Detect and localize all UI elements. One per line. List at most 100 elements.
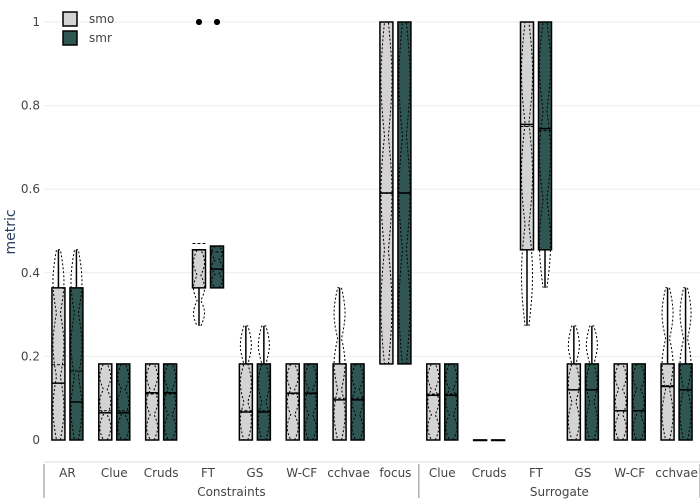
- box-smr-w-cf[interactable]: [303, 363, 318, 441]
- distribution-outline: [286, 363, 299, 441]
- box-smo-ft[interactable]: [191, 19, 207, 327]
- box-smr-cchvae[interactable]: [350, 363, 365, 441]
- distribution-outline: [164, 363, 177, 441]
- distribution-outline: [99, 363, 112, 441]
- box-smo-clue[interactable]: [98, 363, 113, 441]
- box-smr-gs[interactable]: [584, 325, 600, 441]
- x-tick-label: AR: [59, 466, 76, 480]
- x-tick-label: Cruds: [144, 466, 179, 480]
- legend-label: smo: [89, 12, 114, 26]
- box-body[interactable]: [98, 363, 113, 441]
- distribution-outline: [333, 287, 346, 441]
- distribution-outline: [117, 363, 130, 441]
- x-tick-label: Clue: [429, 466, 456, 480]
- outlier-point[interactable]: [196, 19, 202, 25]
- box-smr-clue[interactable]: [444, 363, 459, 441]
- y-tick-label: 0: [32, 433, 40, 447]
- box-body[interactable]: [444, 363, 459, 441]
- box-smo-cchvae[interactable]: [332, 287, 347, 441]
- box-smr-ft[interactable]: [537, 21, 553, 288]
- x-tick-label: cchvae: [655, 466, 698, 480]
- distribution-outline: [538, 21, 552, 288]
- distribution-outline: [351, 363, 364, 441]
- distribution-outline: [520, 21, 534, 326]
- box-body[interactable]: [613, 363, 628, 441]
- box-body[interactable]: [116, 363, 131, 441]
- box-body[interactable]: [162, 363, 178, 441]
- box-smr-ft[interactable]: [209, 19, 225, 289]
- box-smo-gs[interactable]: [238, 325, 254, 441]
- box-body[interactable]: [426, 363, 441, 441]
- y-tick-label: 0.2: [21, 349, 40, 363]
- distribution-outline: [146, 363, 159, 441]
- box-body[interactable]: [209, 245, 225, 289]
- x-tick-label: W-CF: [614, 466, 645, 480]
- distribution-outline: [632, 363, 645, 441]
- box-smo-ft[interactable]: [519, 21, 535, 326]
- distribution-outline: [52, 249, 65, 441]
- box-smo-focus[interactable]: [379, 21, 394, 365]
- box-smr-cruds[interactable]: [162, 363, 178, 441]
- distribution-outline: [445, 363, 458, 441]
- box-body[interactable]: [238, 363, 254, 441]
- box-smo-w-cf[interactable]: [285, 363, 300, 441]
- box-smr-clue[interactable]: [116, 363, 131, 441]
- distribution-outline: [661, 287, 674, 441]
- y-tick-label: 0.6: [21, 182, 40, 196]
- distribution-outline: [585, 325, 598, 441]
- box-smo-w-cf[interactable]: [613, 363, 628, 441]
- box-body[interactable]: [69, 287, 84, 441]
- box-body[interactable]: [285, 363, 300, 441]
- box-smo-ar[interactable]: [51, 249, 66, 441]
- box-smo-cruds[interactable]: [144, 363, 160, 441]
- distribution-outline: [398, 21, 411, 364]
- outlier-point[interactable]: [214, 19, 220, 25]
- distribution-outline: [679, 287, 692, 441]
- box-body[interactable]: [566, 363, 582, 441]
- x-tick-label: GS: [246, 466, 263, 480]
- x-tick-label: W-CF: [286, 466, 317, 480]
- box-smr-w-cf[interactable]: [631, 363, 646, 441]
- box-body[interactable]: [303, 363, 318, 441]
- box-smo-cchvae[interactable]: [660, 287, 675, 441]
- distribution-outline: [210, 245, 224, 289]
- x-tick-label: focus: [379, 466, 411, 480]
- box-smr-cchvae[interactable]: [678, 287, 693, 441]
- box-smr-focus[interactable]: [397, 21, 412, 365]
- box-smo-cruds[interactable]: [472, 439, 488, 442]
- group-label: Constraints: [197, 485, 265, 499]
- x-tick-label: FT: [201, 466, 216, 480]
- y-tick-label: 1: [32, 15, 40, 29]
- y-tick-label: 0.4: [21, 266, 40, 280]
- distribution-outline: [380, 21, 393, 364]
- y-axis-label: metric: [3, 209, 19, 254]
- grid-layer: [44, 21, 700, 357]
- legend-swatch: [62, 11, 78, 27]
- distribution-outline: [257, 325, 270, 441]
- box-body[interactable]: [256, 363, 272, 441]
- y-tick-labels: 0 0.2 0.4 0.6 0.8 1: [21, 15, 40, 447]
- legend[interactable]: smo smr: [62, 11, 114, 46]
- x-tick-label: cchvae: [327, 466, 370, 480]
- distribution-outline: [239, 325, 252, 441]
- box-smo-gs[interactable]: [566, 325, 582, 441]
- box-smo-clue[interactable]: [426, 363, 441, 441]
- box-smr-gs[interactable]: [256, 325, 272, 441]
- legend-item-smo[interactable]: smo: [62, 11, 114, 27]
- box-body[interactable]: [144, 363, 160, 441]
- y-tick-label: 0.8: [21, 99, 40, 113]
- box-body[interactable]: [51, 287, 66, 441]
- x-tick-label: Clue: [101, 466, 128, 480]
- box-smr-cruds[interactable]: [490, 439, 506, 442]
- box-body[interactable]: [631, 363, 646, 441]
- box-smr-ar[interactable]: [69, 249, 84, 441]
- distribution-outline: [304, 363, 317, 441]
- box-body[interactable]: [350, 363, 365, 441]
- x-tick-label: GS: [574, 466, 591, 480]
- box-layer: [51, 19, 693, 442]
- legend-item-smr[interactable]: smr: [62, 30, 112, 46]
- distribution-outline: [427, 363, 440, 441]
- box-body[interactable]: [519, 21, 535, 251]
- box-body[interactable]: [584, 363, 600, 441]
